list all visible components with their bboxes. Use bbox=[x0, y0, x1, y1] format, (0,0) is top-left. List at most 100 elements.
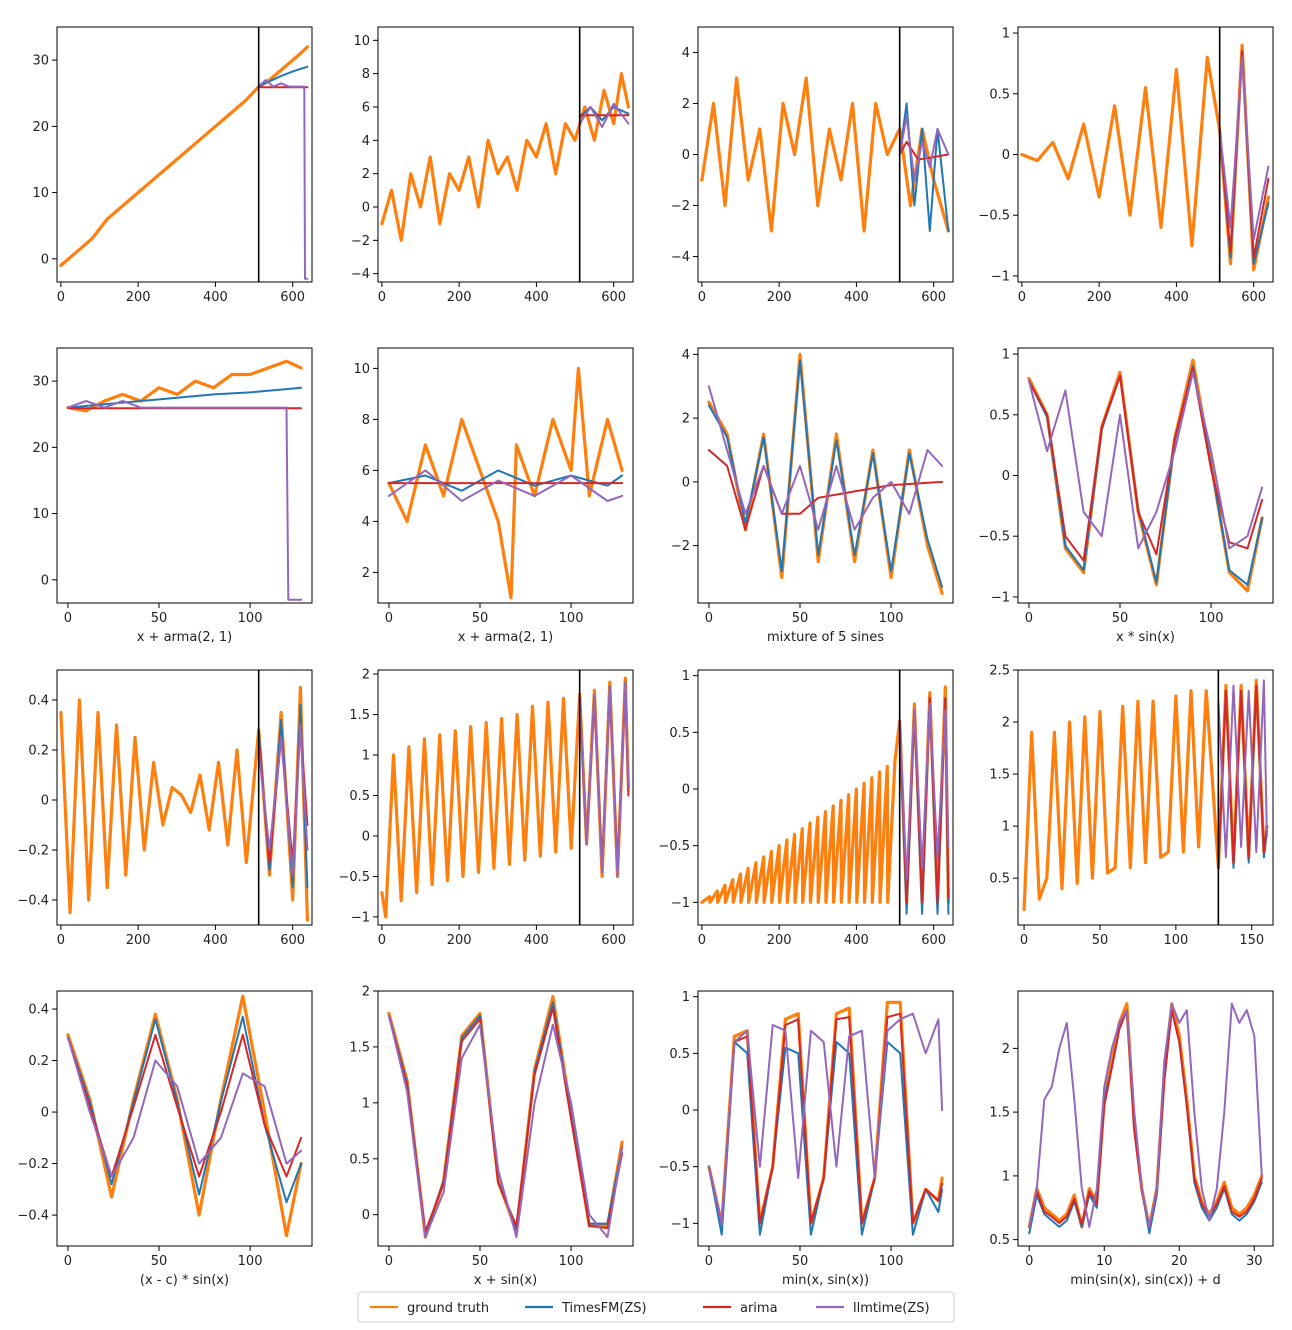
y-tick-label: −0.2 bbox=[17, 844, 49, 859]
plot-area bbox=[380, 670, 631, 925]
plot-area bbox=[707, 352, 944, 596]
y-tick-label: 1.5 bbox=[349, 1040, 370, 1055]
series-gt bbox=[380, 676, 631, 919]
subplot-3: 0 200 400 600 −4 −2 0 2 4 bbox=[671, 26, 954, 305]
plot-area bbox=[707, 1000, 944, 1236]
y-tick-label: 8 bbox=[362, 413, 370, 428]
plot-area bbox=[387, 366, 624, 600]
plot-area bbox=[66, 994, 303, 1238]
subplot-9: 0 200 400 600 −0.4 −0.2 0 0.2 0.4 bbox=[17, 669, 313, 948]
y-tick-label: 0.5 bbox=[989, 408, 1010, 423]
subplot-16: 0 10 20 30 0.5 1 1.5 2 min(sin(x), sin(cx)) + d bbox=[989, 990, 1274, 1288]
series-tfm bbox=[1027, 365, 1264, 586]
axes-frame bbox=[56, 347, 313, 604]
series-gt bbox=[387, 366, 624, 600]
y-tick-label: 2 bbox=[362, 566, 370, 581]
axes-frame bbox=[1017, 669, 1274, 926]
y-tick-label: 0 bbox=[1002, 469, 1010, 484]
y-tick-label: 1 bbox=[1002, 820, 1010, 835]
x-tick-label: 150 bbox=[1239, 933, 1264, 948]
x-tick-label: 100 bbox=[879, 1254, 904, 1269]
x-tick-label: 600 bbox=[601, 933, 626, 948]
x-tick-label: 50 bbox=[472, 611, 489, 626]
subplot-13: 0 50 100 −0.4 −0.2 0 0.2 0.4 (x - c) * sin(x) bbox=[17, 990, 313, 1288]
axes-frame bbox=[697, 669, 954, 926]
series-ari bbox=[707, 1012, 944, 1225]
y-tick-label: 0.5 bbox=[349, 789, 370, 804]
plot-area bbox=[387, 994, 624, 1239]
subplot-1: 0 200 400 600 0 10 20 30 bbox=[32, 26, 313, 305]
legend: ground truth TimesFM(ZS) arima llmtime(ZS) bbox=[357, 1291, 955, 1323]
y-tick-label: 10 bbox=[353, 34, 370, 49]
x-tick-label: 0 bbox=[1020, 933, 1028, 948]
x-tick-label: 0 bbox=[698, 290, 706, 305]
y-tick-label: 0.2 bbox=[28, 744, 49, 759]
y-tick-label: −0.2 bbox=[17, 1157, 49, 1172]
plot-area bbox=[59, 670, 309, 925]
y-tick-label: 0 bbox=[362, 829, 370, 844]
series-llm bbox=[707, 385, 944, 531]
x-axis-label: (x - c) * sin(x) bbox=[140, 1273, 229, 1288]
x-tick-label: 600 bbox=[921, 933, 946, 948]
subplot-8: 0 50 100 −1 −0.5 0 0.5 1 x * sin(x) bbox=[978, 347, 1274, 645]
y-tick-label: 8 bbox=[362, 67, 370, 82]
y-tick-label: −1 bbox=[991, 269, 1010, 284]
series-llm bbox=[66, 1036, 303, 1178]
y-tick-label: −2 bbox=[671, 539, 690, 554]
y-tick-label: 0 bbox=[41, 573, 49, 588]
x-tick-label: 100 bbox=[559, 611, 584, 626]
x-tick-label: 400 bbox=[1164, 290, 1189, 305]
y-tick-label: 0 bbox=[41, 252, 49, 267]
series-llm bbox=[257, 724, 309, 876]
series-llm bbox=[898, 115, 950, 181]
subplot-7: 0 50 100 −2 0 2 4 mixture of 5 sines bbox=[671, 347, 954, 645]
series-llm bbox=[1217, 679, 1268, 859]
x-tick-label: 400 bbox=[524, 933, 549, 948]
axes-frame bbox=[56, 26, 313, 283]
x-tick-label: 200 bbox=[767, 290, 792, 305]
x-tick-label: 200 bbox=[126, 290, 151, 305]
x-axis-label: x + arma(2, 1) bbox=[137, 630, 233, 645]
x-axis-label: mixture of 5 sines bbox=[767, 630, 884, 645]
series-llm bbox=[387, 1014, 624, 1239]
x-tick-label: 600 bbox=[1241, 290, 1266, 305]
x-tick-label: 0 bbox=[705, 611, 713, 626]
x-tick-label: 100 bbox=[879, 611, 904, 626]
y-tick-label: 6 bbox=[362, 464, 370, 479]
y-tick-label: 0.5 bbox=[989, 87, 1010, 102]
x-tick-label: 50 bbox=[1112, 611, 1129, 626]
y-tick-label: 1 bbox=[362, 1096, 370, 1111]
x-tick-label: 600 bbox=[280, 933, 305, 948]
series-gt bbox=[707, 352, 944, 596]
plot-area bbox=[1020, 27, 1271, 282]
y-tick-label: 0 bbox=[41, 794, 49, 809]
y-tick-label: 1 bbox=[1002, 348, 1010, 363]
x-tick-label: 600 bbox=[280, 290, 305, 305]
y-tick-label: 6 bbox=[362, 101, 370, 116]
axes-frame bbox=[697, 990, 954, 1247]
y-tick-label: 2 bbox=[362, 985, 370, 1000]
y-tick-label: −0.4 bbox=[17, 1209, 49, 1224]
x-tick-label: 50 bbox=[792, 611, 809, 626]
series-llm bbox=[1028, 1002, 1263, 1228]
subplot-4: 0 200 400 600 −1 −0.5 0 0.5 1 bbox=[978, 26, 1274, 305]
subplot-10: 0 200 400 600 −1 −0.5 0 0.5 1 1.5 2 bbox=[338, 668, 634, 948]
x-tick-label: 200 bbox=[126, 933, 151, 948]
x-tick-label: 100 bbox=[238, 1254, 263, 1269]
series-gt bbox=[700, 76, 951, 233]
series-llm bbox=[257, 79, 309, 280]
x-tick-label: 0 bbox=[705, 1254, 713, 1269]
y-tick-label: −0.5 bbox=[658, 1160, 690, 1175]
subplot-14: 0 50 100 0 0.5 1 1.5 2 x + sin(x) bbox=[349, 985, 634, 1288]
y-tick-label: 20 bbox=[32, 441, 49, 456]
y-tick-label: 10 bbox=[353, 362, 370, 377]
axes-frame bbox=[377, 347, 634, 604]
x-tick-label: 400 bbox=[524, 290, 549, 305]
y-tick-label: 0 bbox=[682, 783, 690, 798]
y-tick-label: 0.5 bbox=[989, 872, 1010, 887]
x-axis-label: x + sin(x) bbox=[474, 1273, 537, 1288]
x-tick-label: 100 bbox=[559, 1254, 584, 1269]
x-tick-label: 10 bbox=[1096, 1254, 1113, 1269]
series-gt bbox=[66, 359, 303, 413]
series-llm bbox=[387, 469, 624, 502]
